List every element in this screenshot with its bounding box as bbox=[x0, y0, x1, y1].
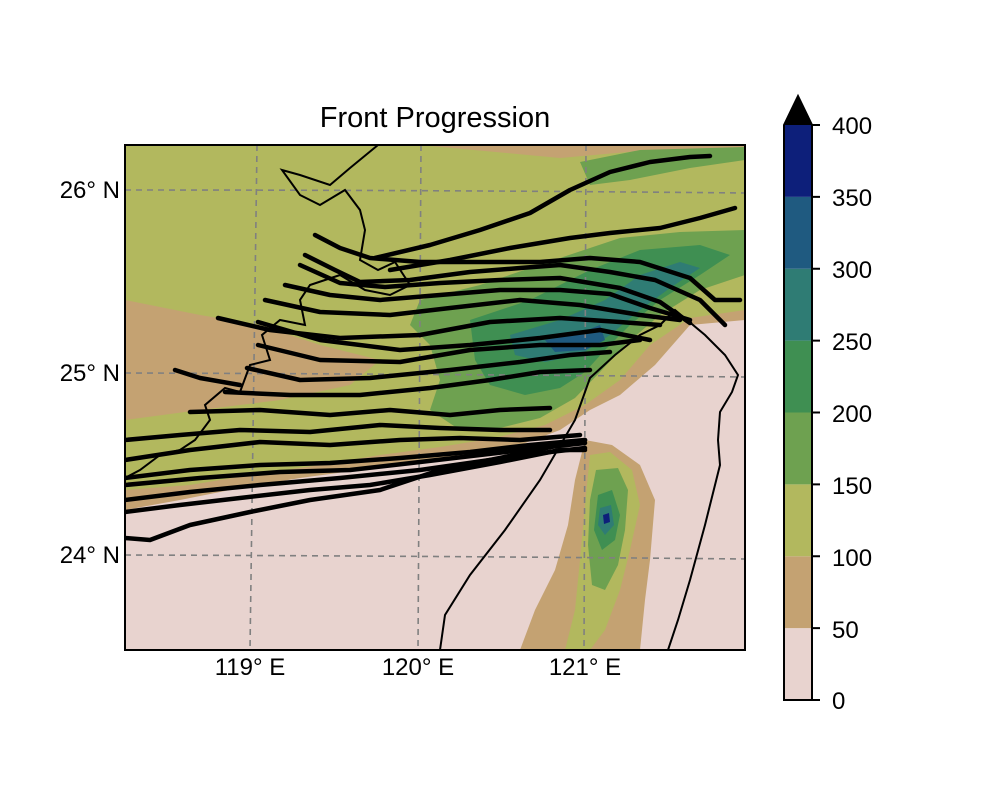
map-area bbox=[125, 145, 745, 650]
latitude-labels: 26° N 25° N 24° N bbox=[60, 177, 120, 569]
lat-tick-label: 26° N bbox=[60, 177, 120, 204]
colorbar-tick-label: 0 bbox=[832, 688, 845, 715]
front-line bbox=[125, 437, 588, 481]
colorbar-tick-labels: 400 350 300 250 200 150 100 50 0 bbox=[832, 113, 872, 715]
front-line bbox=[262, 297, 683, 323]
lon-tick-label: 119° E bbox=[215, 654, 286, 681]
lat-tick-label: 24° N bbox=[60, 542, 120, 569]
colorbar-band bbox=[784, 556, 812, 629]
front-line bbox=[372, 153, 713, 261]
field-level-100-150-west-band bbox=[125, 190, 330, 240]
front-line bbox=[125, 437, 588, 543]
front-line bbox=[387, 205, 738, 273]
front-lines bbox=[125, 153, 743, 543]
front-line bbox=[187, 405, 553, 418]
colorbar-tick-label: 50 bbox=[832, 617, 859, 644]
front-line bbox=[244, 349, 613, 383]
colorbar-tick-label: 250 bbox=[832, 329, 872, 356]
colorbar-tick-label: 400 bbox=[832, 113, 872, 140]
map-frame bbox=[124, 144, 746, 651]
colorbar-tick-label: 100 bbox=[832, 545, 872, 572]
front-line bbox=[125, 447, 588, 515]
colorbar-band bbox=[784, 196, 812, 269]
lat-tick-label: 25° N bbox=[60, 360, 120, 387]
colorbar-tick-label: 200 bbox=[832, 401, 872, 428]
front-line bbox=[125, 422, 553, 443]
lon-tick-label: 121° E bbox=[549, 654, 621, 681]
colorbar-band bbox=[784, 484, 812, 557]
lon-tick-label: 120° E bbox=[382, 654, 454, 681]
colorbar-tick-label: 300 bbox=[832, 257, 872, 284]
longitude-labels: 119° E 120° E 121° E bbox=[215, 654, 621, 681]
front-line bbox=[172, 367, 243, 388]
colorbar-band bbox=[784, 340, 812, 413]
front-line bbox=[222, 367, 593, 398]
colorbar-ticks bbox=[812, 124, 820, 701]
front-line bbox=[282, 282, 693, 323]
colorbar-band bbox=[784, 412, 812, 485]
front-line bbox=[255, 319, 653, 353]
colorbar: 400 350 300 250 200 150 100 50 0 bbox=[783, 93, 872, 715]
front-line bbox=[125, 432, 583, 463]
front-line bbox=[215, 315, 663, 341]
colorbar-bands bbox=[784, 125, 812, 700]
field-level-350-400 bbox=[603, 513, 610, 524]
lat-lon-gridlines bbox=[125, 145, 745, 650]
front-line bbox=[255, 337, 643, 365]
colorbar-tick-label: 150 bbox=[832, 473, 872, 500]
colorbar-extend-arrow bbox=[784, 96, 812, 125]
colorbar-tick-label: 350 bbox=[832, 185, 872, 212]
colorbar-band bbox=[784, 125, 812, 197]
map-title: Front Progression bbox=[320, 102, 551, 134]
front-line bbox=[312, 232, 743, 303]
colorbar-band bbox=[784, 268, 812, 341]
colorbar-band bbox=[784, 628, 812, 700]
front-line bbox=[297, 262, 693, 326]
front-line bbox=[302, 252, 728, 328]
front-line bbox=[125, 440, 588, 488]
